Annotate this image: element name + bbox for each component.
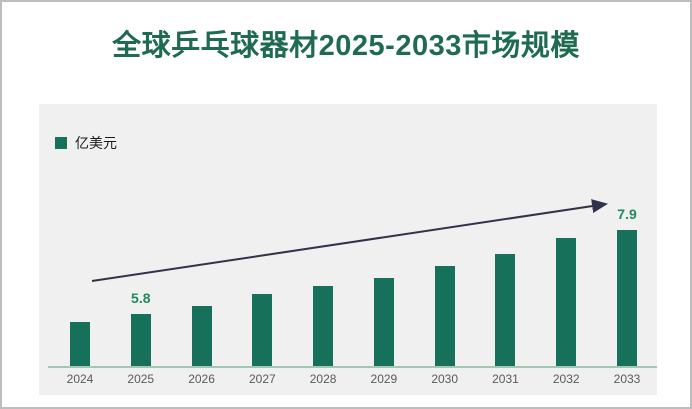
bar-2026 [191,306,212,366]
x-tick-2024: 2024 [66,372,94,386]
x-tick-2026: 2026 [188,372,215,386]
bar-2032 [556,238,577,366]
value-label-2025: 5.8 [131,290,151,306]
x-tick-2031: 2031 [492,372,519,386]
x-axis-line [48,366,657,368]
x-tick-2033: 2033 [613,372,641,386]
x-tick-2030: 2030 [431,372,459,386]
x-tick-2029: 2029 [370,372,398,386]
x-tick-2032: 2032 [552,372,580,386]
legend: 亿美元 [55,133,117,153]
bar-2028 [313,286,334,366]
chart-title: 全球乒乓球器材2025-2033市场规模 [112,30,580,62]
bar-2029 [373,278,394,366]
bar-2031 [495,254,516,366]
bar-2027 [252,294,273,366]
bar-2025 [130,314,151,366]
x-tick-2025: 2025 [127,372,155,386]
bar-2030 [434,266,455,366]
bar-2033 [617,230,638,366]
x-tick-2027: 2027 [248,372,276,386]
value-label-2033: 7.9 [617,206,637,222]
bar-2024 [70,322,90,366]
plot-area: 亿美元 2024 2025 5.8 2026 2027 2028 2029 2030 2031 2… [39,104,657,395]
legend-swatch-icon [55,137,67,149]
x-tick-2028: 2028 [309,372,337,386]
legend-label: 亿美元 [75,135,117,151]
